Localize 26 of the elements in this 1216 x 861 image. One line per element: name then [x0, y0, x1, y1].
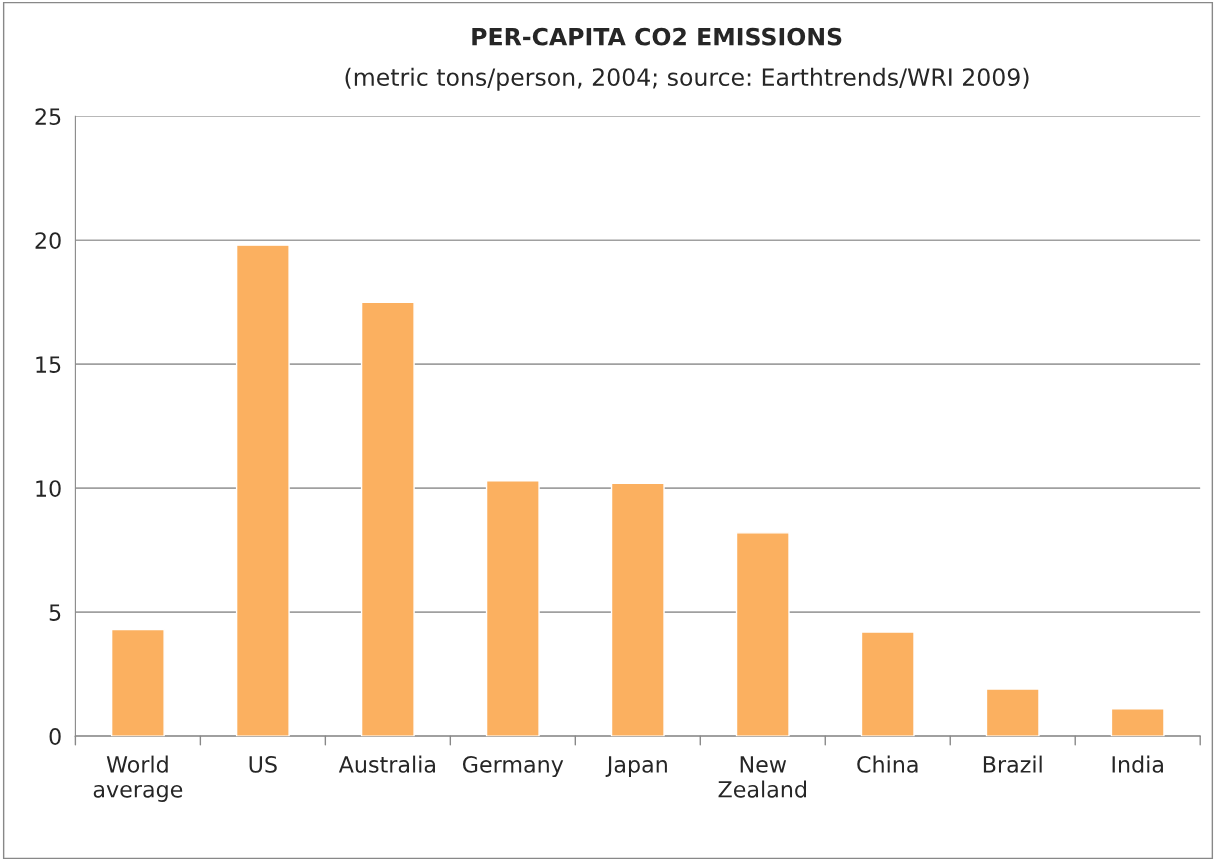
y-tick-label: 15 — [36, 356, 61, 373]
y-tick-label: 5 — [49, 604, 61, 621]
bar — [985, 688, 1040, 737]
x-tick-label: India — [1112, 755, 1163, 773]
bar — [860, 631, 915, 737]
y-tick-label: 20 — [35, 232, 61, 249]
x-tick-label: World average — [93, 755, 183, 802]
y-tick-label: 0 — [49, 728, 61, 745]
bar — [235, 244, 290, 737]
x-tick-label: Japan — [605, 756, 667, 778]
chart-subtitle: (metric tons/person, 2004; source: Earthtrends/WRI 2009) — [345, 67, 1029, 91]
x-tick-label: New Zealand — [718, 756, 806, 798]
bar — [485, 480, 540, 737]
x-tick-label: Brazil — [983, 755, 1042, 773]
x-tick-label: Australia — [338, 755, 435, 773]
bar — [110, 628, 165, 737]
bar — [1110, 708, 1165, 737]
y-tick-label: 25 — [35, 108, 61, 125]
x-tick-label: Germany — [462, 755, 564, 778]
x-tick-label: China — [857, 755, 918, 773]
bar — [735, 532, 790, 737]
y-tick-label: 10 — [36, 480, 61, 497]
bar — [360, 301, 415, 737]
chart-title: PER-CAPITA CO2 EMISSIONS — [472, 27, 842, 46]
x-tick-label: US — [249, 755, 277, 773]
bar — [610, 482, 665, 737]
